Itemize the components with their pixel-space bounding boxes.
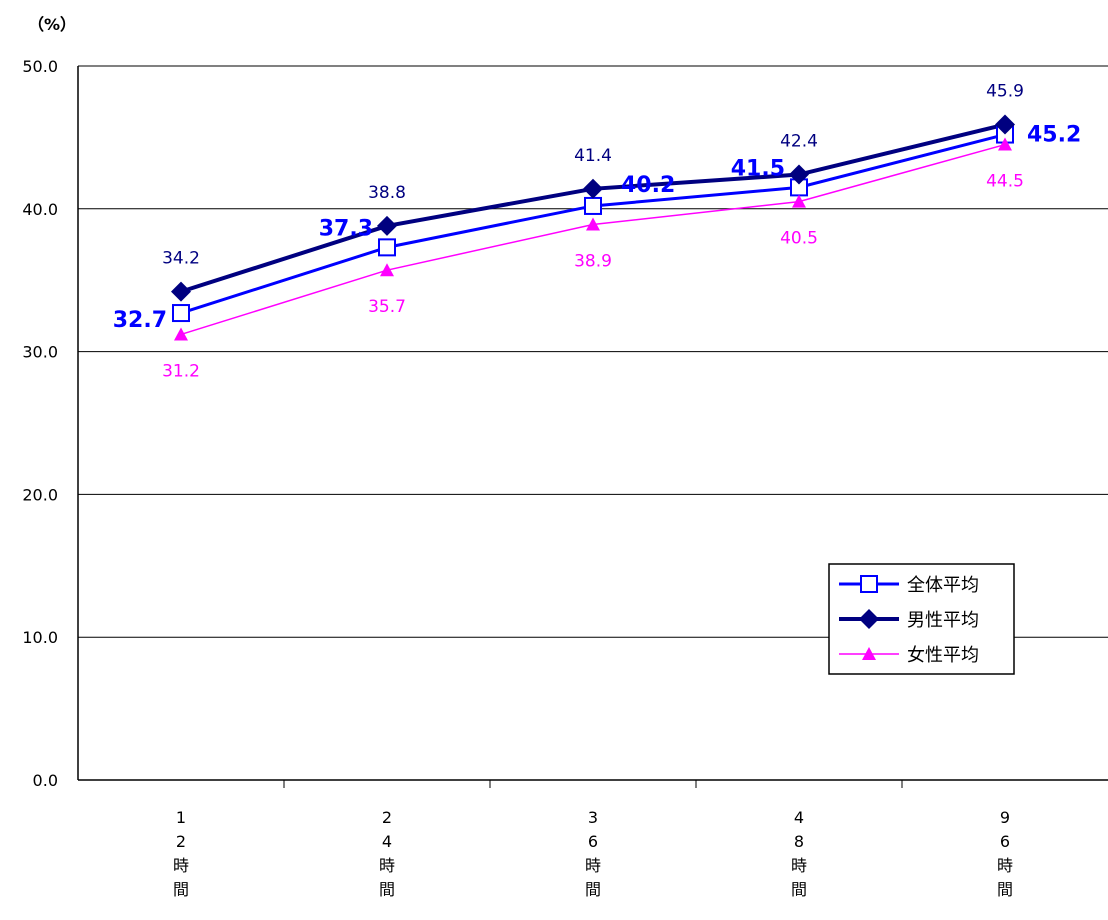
marker-triangle bbox=[862, 647, 876, 660]
data-label: 40.5 bbox=[780, 229, 818, 249]
marker-triangle bbox=[174, 327, 188, 341]
x-category-label: 1 bbox=[176, 808, 186, 827]
x-category-label: 時 bbox=[379, 856, 395, 875]
x-category-label: 間 bbox=[585, 880, 601, 899]
data-label: 34.2 bbox=[162, 249, 200, 269]
data-label: 38.9 bbox=[574, 252, 612, 272]
marker-diamond bbox=[859, 609, 879, 629]
data-label: 38.8 bbox=[368, 183, 406, 203]
y-tick-label: 10.0 bbox=[22, 628, 58, 647]
marker-square bbox=[860, 575, 878, 593]
legend-label: 全体平均 bbox=[907, 575, 979, 596]
data-label: 40.2 bbox=[621, 173, 675, 198]
x-category-label: 間 bbox=[173, 880, 189, 899]
marker-diamond bbox=[377, 215, 397, 236]
x-category-label: 2 bbox=[382, 808, 392, 827]
x-category-label: 間 bbox=[379, 880, 395, 899]
y-tick-label: 0.0 bbox=[33, 771, 58, 790]
marker-triangle bbox=[792, 194, 806, 208]
marker-triangle bbox=[586, 217, 600, 231]
x-category-label: 6 bbox=[1000, 832, 1010, 851]
data-label: 44.5 bbox=[986, 172, 1024, 192]
x-category-label: 6 bbox=[588, 832, 598, 851]
y-tick-label: 50.0 bbox=[22, 57, 58, 76]
marker-diamond bbox=[171, 281, 191, 302]
data-label: 32.7 bbox=[113, 308, 167, 333]
marker-square bbox=[172, 304, 190, 323]
marker-diamond bbox=[789, 164, 809, 185]
marker-triangle bbox=[998, 137, 1012, 151]
x-category-label: 4 bbox=[794, 808, 804, 827]
marker-diamond bbox=[995, 114, 1015, 135]
x-category-label: 間 bbox=[997, 880, 1013, 899]
marker-triangle bbox=[380, 263, 394, 277]
y-tick-label: 40.0 bbox=[22, 200, 58, 219]
data-label: 45.9 bbox=[986, 82, 1024, 102]
axes bbox=[77, 66, 1108, 788]
x-category-label: 4 bbox=[382, 832, 392, 851]
data-label: 41.5 bbox=[731, 156, 785, 181]
data-label: 31.2 bbox=[162, 361, 200, 381]
y-axis-ticks: 0.0 10.0 20.0 30.0 40.0 50.0 bbox=[22, 57, 58, 790]
x-category-label: 間 bbox=[791, 880, 807, 899]
data-label: 45.2 bbox=[1027, 123, 1081, 148]
marker-diamond bbox=[583, 178, 603, 199]
x-category-label: 2 bbox=[176, 832, 186, 851]
legend-label: 女性平均 bbox=[907, 645, 979, 666]
data-label: 37.3 bbox=[319, 216, 373, 241]
x-category-label: 3 bbox=[588, 808, 598, 827]
marker-square bbox=[584, 196, 602, 215]
legend-label: 男性平均 bbox=[907, 610, 979, 631]
data-label: 41.4 bbox=[574, 146, 612, 166]
data-label: 35.7 bbox=[368, 297, 406, 317]
y-tick-label: 30.0 bbox=[22, 343, 58, 362]
data-label: 42.4 bbox=[780, 132, 818, 152]
x-category-label: 8 bbox=[794, 832, 804, 851]
x-category-label: 9 bbox=[1000, 808, 1010, 827]
marker-square bbox=[378, 238, 396, 257]
x-category-label: 時 bbox=[791, 856, 807, 875]
unit-label: （%） bbox=[28, 15, 76, 34]
x-category-label: 時 bbox=[585, 856, 601, 875]
series-line bbox=[180, 143, 1006, 336]
series-lines bbox=[171, 114, 1015, 341]
y-tick-label: 20.0 bbox=[22, 485, 58, 504]
x-category-label: 時 bbox=[997, 856, 1013, 875]
x-category-label: 時 bbox=[173, 856, 189, 875]
data-labels: 32.7 37.3 40.2 41.5 45.2 34.2 38.8 41.4 42.4 45.9… bbox=[113, 82, 1082, 382]
